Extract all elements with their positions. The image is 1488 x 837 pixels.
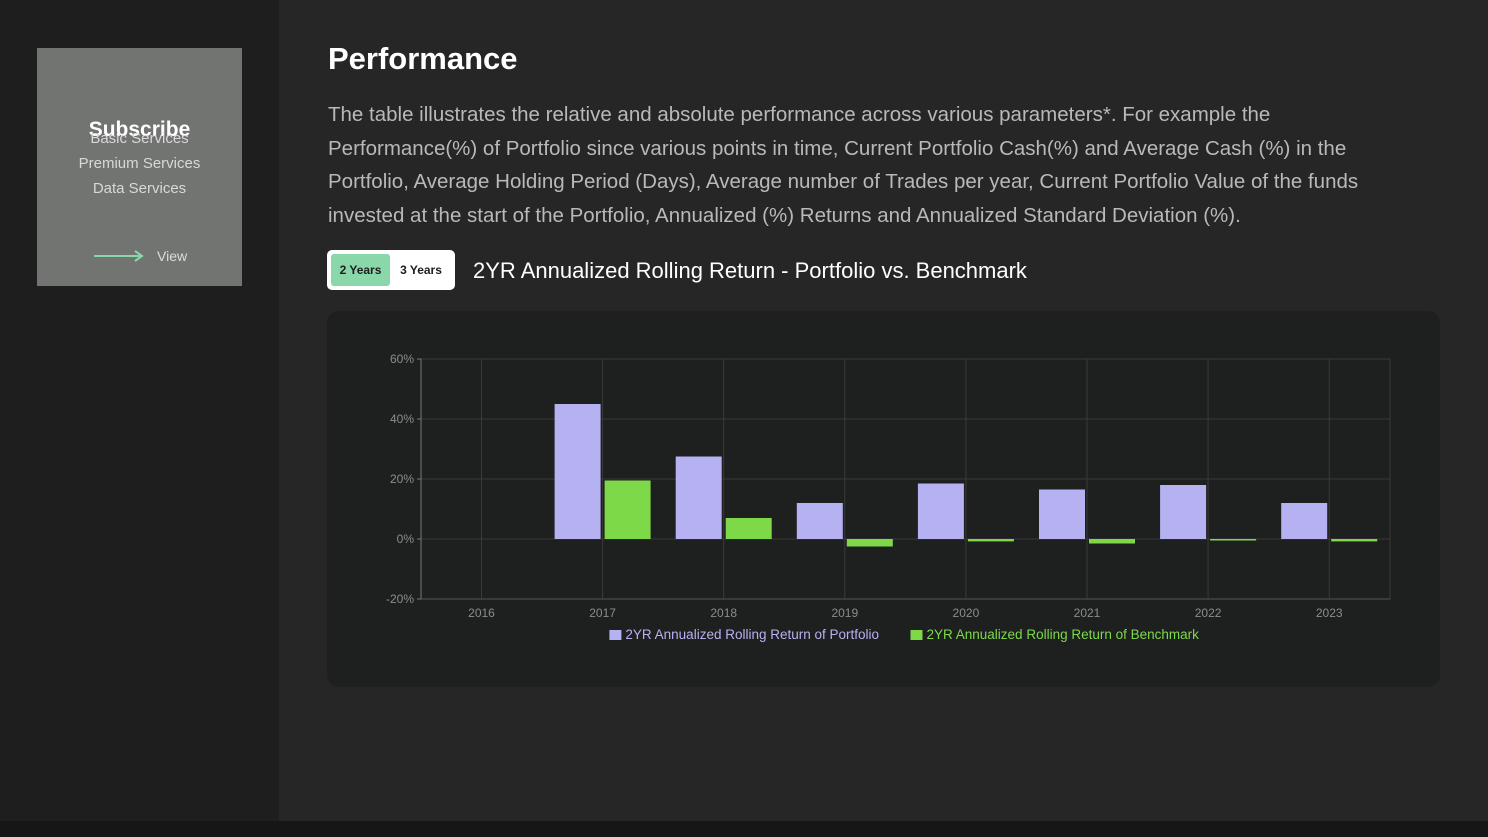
chart-title: 2YR Annualized Rolling Return - Portfoli…	[473, 258, 1027, 283]
x-tick-label: 2017	[589, 606, 616, 620]
chart-panel: 60% 40% 20% 0% -20% 2016 2017 2018 2019 2020 2021 2…	[327, 311, 1440, 687]
benchmark-bar-2019	[846, 539, 893, 547]
arrow-right-icon	[94, 250, 144, 262]
y-tick-label: 0%	[397, 532, 415, 546]
x-tick-label: 2018	[710, 606, 737, 620]
benchmark-bar-2022	[1210, 539, 1257, 541]
period-toggle: 2 Years 3 Years	[327, 250, 455, 290]
toggle-2-years[interactable]: 2 Years	[331, 254, 390, 286]
premium-services-link[interactable]: Premium Services	[78, 155, 201, 172]
x-tick-label: 2019	[831, 606, 858, 620]
portfolio-bar-2022	[1160, 485, 1207, 539]
y-tick-label: 40%	[390, 412, 414, 426]
benchmark-bar-2020	[967, 539, 1014, 542]
portfolio-bar-2021	[1039, 489, 1085, 539]
x-tick-label: 2016	[468, 606, 495, 620]
performance-description: The table illustrates the relative and a…	[328, 103, 1359, 227]
basic-services-link[interactable]: Basic Services	[90, 130, 189, 147]
legend-swatch-portfolio	[609, 630, 622, 640]
y-tick-label: -20%	[386, 592, 414, 606]
toggle-3-years[interactable]: 3 Years	[400, 263, 442, 277]
x-tick-label: 2022	[1195, 606, 1222, 620]
benchmark-bar-2023	[1331, 539, 1378, 542]
benchmark-bar-2021	[1089, 539, 1135, 544]
portfolio-bar-2018	[675, 456, 722, 539]
y-tick-label: 20%	[390, 472, 414, 486]
data-services-link[interactable]: Data Services	[92, 180, 187, 197]
view-link[interactable]: View	[93, 248, 187, 264]
legend-label-portfolio: 2YR Annualized Rolling Return of Portfol…	[625, 627, 879, 642]
rolling-return-chart: 60% 40% 20% 0% -20% 2016 2017 2018 2019 2020 2021 2…	[386, 352, 1391, 642]
x-tick-label: 2021	[1074, 606, 1101, 620]
bottom-strip	[0, 821, 1488, 837]
portfolio-bar-2017	[554, 404, 601, 539]
legend-label-benchmark: 2YR Annualized Rolling Return of Benchma…	[927, 627, 1200, 642]
benchmark-bar-2017	[604, 480, 651, 539]
sidebar: Subscribe Basic Services Premium Service…	[0, 0, 279, 821]
subscribe-card: Subscribe Basic Services Premium Service…	[37, 48, 242, 286]
portfolio-bar-2023	[1281, 503, 1328, 539]
subscribe-title: Subscribe	[88, 118, 191, 141]
legend-swatch-benchmark	[910, 630, 923, 640]
y-tick-label: 60%	[390, 352, 414, 366]
portfolio-bar-2019	[796, 503, 843, 539]
view-label: View	[157, 248, 188, 264]
benchmark-bar-2018	[725, 518, 772, 539]
portfolio-bar-2020	[917, 483, 964, 539]
x-tick-label: 2020	[953, 606, 980, 620]
page-title: Performance	[328, 41, 518, 76]
x-tick-label: 2023	[1316, 606, 1343, 620]
